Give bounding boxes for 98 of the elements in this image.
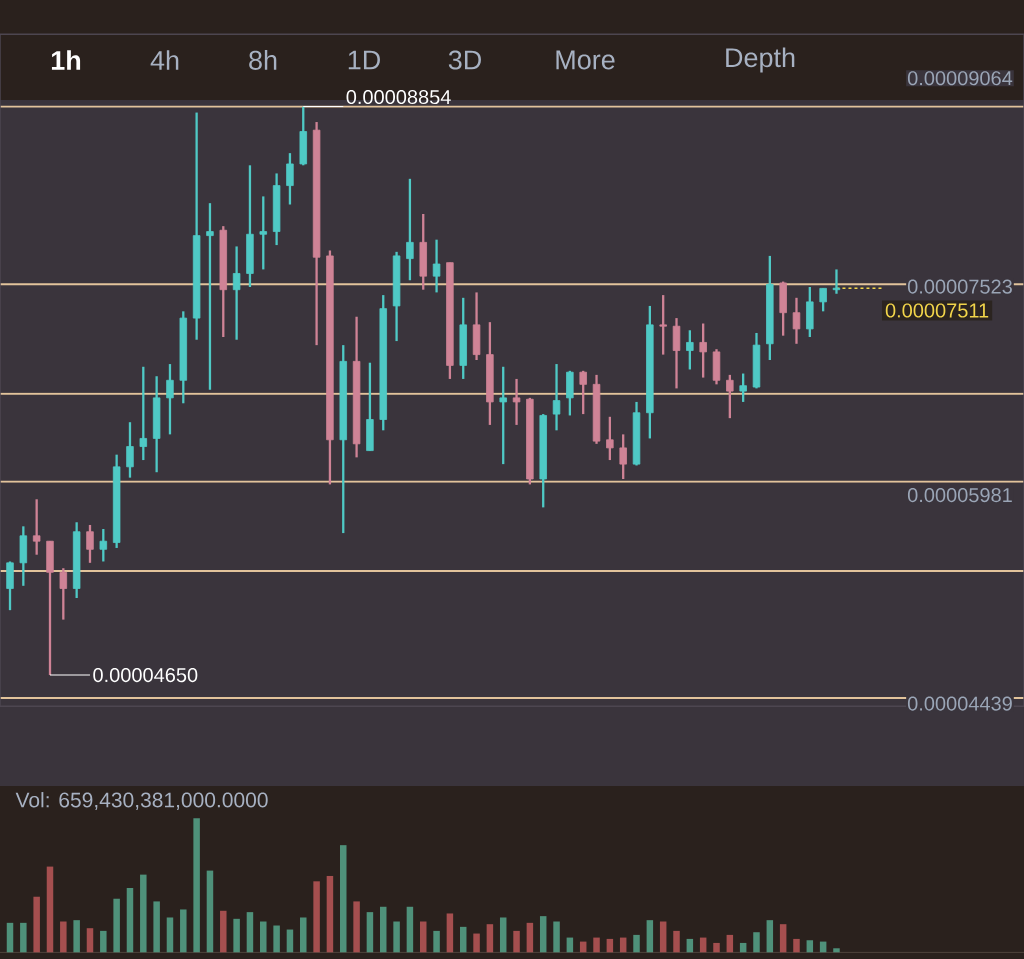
candlestick [792,296,801,345]
candlestick [286,151,294,206]
candlestick [86,523,94,564]
bar [193,818,200,953]
candlestick [32,498,41,556]
bar [713,942,720,953]
bar [366,912,374,953]
candlestick [699,322,707,379]
bar [6,922,14,953]
bar [206,870,214,953]
y-tick-label: 0.00007523 [907,279,1012,294]
candlestick [552,362,561,432]
bar [606,938,614,953]
bar [246,912,254,953]
bar [486,924,494,953]
bar [153,901,160,953]
bar [766,920,774,953]
bar [46,866,54,953]
annotation: 1h [51,50,81,70]
bar [806,940,814,953]
annotation: 4h [150,50,179,70]
bar [393,921,400,953]
bar [539,916,547,953]
candlestick [686,329,694,371]
annotation: 0.00008854 [346,89,451,105]
y-tick-label: 0.00009064 [907,71,1013,86]
bar [220,910,227,953]
bar [180,909,187,953]
candlestick [206,202,214,391]
candlestick [659,293,667,356]
bar [86,928,94,953]
annotation: 0.00004650 [93,667,198,683]
bar [459,926,467,953]
candlestick [406,177,414,282]
bar [553,921,560,953]
candlestick [819,287,827,313]
bar [260,921,267,953]
candlestick [259,195,268,271]
bar [313,881,320,953]
bar [673,930,680,953]
annotation: 3D [448,50,481,70]
bar [633,934,640,953]
annotation: 8h [249,50,277,70]
bar [446,913,454,953]
candlestick [579,369,587,416]
candlestick [606,415,614,462]
annotation: More [556,50,615,70]
candlestick [832,268,841,295]
bar [513,930,520,953]
annotation: 1D [348,50,380,70]
candlestick [726,373,734,420]
bar [73,920,80,953]
bar [33,896,40,953]
ref-line-label: 0.00007511 [885,303,989,318]
candlestick [432,238,441,294]
candlestick [619,433,627,481]
bar [100,930,107,953]
bar [300,917,307,953]
bar [20,922,27,953]
candlestick [126,421,134,479]
bar [326,875,334,953]
bar [406,906,414,953]
bar [753,932,760,953]
candlestick [166,362,174,436]
bar [793,938,800,953]
bar [526,922,534,953]
y-tick-label: 0.00004439 [907,696,1012,711]
candlestick [139,365,148,462]
bar [140,874,147,953]
bar [593,937,600,953]
bar [686,938,694,953]
y-tick-label: 0.00005981 [907,488,1012,503]
bar [433,930,440,953]
bar [380,906,387,953]
bar [273,925,280,953]
bar [646,920,654,953]
bar [166,917,174,953]
bar [113,898,120,953]
bar [233,918,240,953]
bar [499,917,507,953]
bar [726,934,734,953]
bar [779,924,787,953]
candlestick [99,527,108,563]
candlestick [232,245,241,341]
bar [126,888,134,953]
bar [60,921,67,953]
bar [340,845,347,953]
bar [659,921,667,953]
candlestick [499,365,507,466]
bar [419,921,427,953]
candlestick [512,377,521,427]
bar [833,948,840,953]
candlestick [59,567,68,621]
chart-title: Vol: 659,430,381,000.0000 [15,792,268,810]
annotation: Depth [726,47,795,73]
bar [353,901,360,953]
bar [473,933,480,953]
candlestick [739,372,747,404]
